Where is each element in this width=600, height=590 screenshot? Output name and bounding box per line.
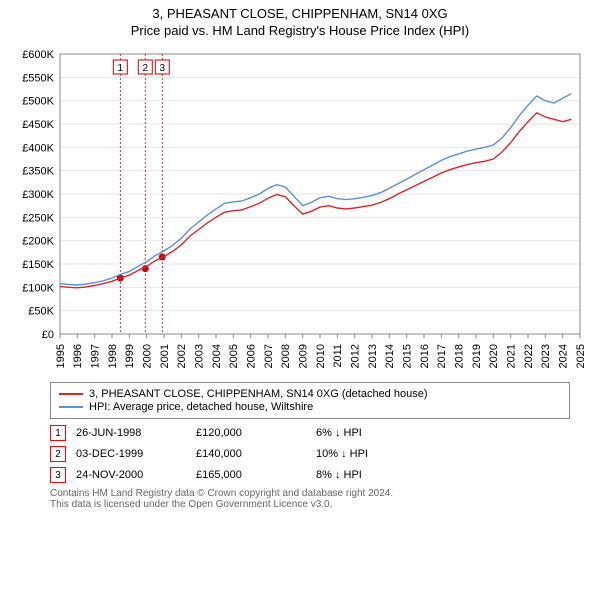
legend-row: HPI: Average price, detached house, Wilt… <box>59 401 561 413</box>
svg-text:3: 3 <box>159 63 165 74</box>
svg-text:2011: 2011 <box>332 344 344 368</box>
svg-text:1: 1 <box>118 63 124 74</box>
svg-text:£400K: £400K <box>22 142 54 154</box>
svg-text:1996: 1996 <box>72 344 84 368</box>
legend-swatch <box>59 393 83 395</box>
tx-diff: 8% ↓ HPI <box>316 469 436 481</box>
svg-text:£150K: £150K <box>22 259 54 271</box>
marker-box: 3 <box>50 467 66 483</box>
legend-label: HPI: Average price, detached house, Wilt… <box>89 401 313 413</box>
svg-text:2017: 2017 <box>436 344 448 368</box>
svg-text:£300K: £300K <box>22 189 54 201</box>
svg-text:2010: 2010 <box>315 344 327 368</box>
marker-box: 1 <box>50 425 66 441</box>
svg-text:2019: 2019 <box>471 344 483 368</box>
svg-text:£100K: £100K <box>22 282 54 294</box>
svg-text:2020: 2020 <box>488 344 500 368</box>
transactions-table: 1 26-JUN-1998 £120,000 6% ↓ HPI 2 03-DEC… <box>50 425 570 483</box>
footer-attribution: Contains HM Land Registry data © Crown c… <box>50 488 570 510</box>
svg-text:2018: 2018 <box>454 344 466 368</box>
svg-text:2009: 2009 <box>298 344 310 368</box>
svg-text:2012: 2012 <box>350 344 362 368</box>
svg-text:2005: 2005 <box>228 344 240 368</box>
svg-text:£450K: £450K <box>22 119 54 131</box>
line-chart-svg: £0 £50K £100K £150K £200K £250K £300K £350K £400… <box>10 44 590 374</box>
svg-text:£350K: £350K <box>22 166 54 178</box>
svg-text:£50K: £50K <box>28 306 54 318</box>
svg-text:£550K: £550K <box>22 72 54 84</box>
marker-box: 2 <box>50 446 66 462</box>
transaction-row: 3 24-NOV-2000 £165,000 8% ↓ HPI <box>50 467 570 483</box>
svg-text:£250K: £250K <box>22 212 54 224</box>
svg-text:2: 2 <box>142 63 148 74</box>
svg-text:2015: 2015 <box>402 344 414 368</box>
footer-line: This data is licensed under the Open Gov… <box>50 499 570 510</box>
svg-text:2021: 2021 <box>506 344 518 368</box>
tx-price: £165,000 <box>196 469 306 481</box>
svg-text:2013: 2013 <box>367 344 379 368</box>
svg-text:2024: 2024 <box>558 344 570 368</box>
svg-text:2016: 2016 <box>419 344 431 368</box>
tx-date: 26-JUN-1998 <box>76 427 186 439</box>
svg-text:£500K: £500K <box>22 96 54 108</box>
chart-area: £0 £50K £100K £150K £200K £250K £300K £350K £400… <box>10 44 590 374</box>
tx-price: £120,000 <box>196 427 306 439</box>
tx-date: 03-DEC-1999 <box>76 448 186 460</box>
svg-text:2002: 2002 <box>176 344 188 368</box>
svg-text:£600K: £600K <box>22 49 54 61</box>
svg-text:1998: 1998 <box>107 344 119 368</box>
svg-text:2003: 2003 <box>194 344 206 368</box>
tx-price: £140,000 <box>196 448 306 460</box>
svg-text:2004: 2004 <box>211 344 223 368</box>
chart-subtitle: Price paid vs. HM Land Registry's House … <box>0 23 600 38</box>
footer-line: Contains HM Land Registry data © Crown c… <box>50 488 570 499</box>
chart-container: 3, PHEASANT CLOSE, CHIPPENHAM, SN14 0XG … <box>0 6 600 510</box>
chart-title: 3, PHEASANT CLOSE, CHIPPENHAM, SN14 0XG <box>0 6 600 21</box>
legend-swatch <box>59 406 83 408</box>
transaction-row: 1 26-JUN-1998 £120,000 6% ↓ HPI <box>50 425 570 441</box>
svg-text:£0: £0 <box>42 329 54 341</box>
legend-row: 3, PHEASANT CLOSE, CHIPPENHAM, SN14 0XG … <box>59 388 561 400</box>
svg-text:2007: 2007 <box>263 344 275 368</box>
svg-text:1999: 1999 <box>124 344 136 368</box>
svg-text:2022: 2022 <box>523 344 535 368</box>
svg-text:2014: 2014 <box>384 344 396 368</box>
tx-diff: 6% ↓ HPI <box>316 427 436 439</box>
tx-date: 24-NOV-2000 <box>76 469 186 481</box>
svg-text:2000: 2000 <box>142 344 154 368</box>
legend-label: 3, PHEASANT CLOSE, CHIPPENHAM, SN14 0XG … <box>89 388 428 400</box>
svg-text:1995: 1995 <box>55 344 67 368</box>
tx-diff: 10% ↓ HPI <box>316 448 436 460</box>
svg-text:2006: 2006 <box>246 344 258 368</box>
legend-box: 3, PHEASANT CLOSE, CHIPPENHAM, SN14 0XG … <box>50 382 570 419</box>
svg-text:2008: 2008 <box>280 344 292 368</box>
svg-text:2025: 2025 <box>575 344 587 368</box>
svg-text:2001: 2001 <box>159 344 171 368</box>
transaction-row: 2 03-DEC-1999 £140,000 10% ↓ HPI <box>50 446 570 462</box>
svg-text:1997: 1997 <box>90 344 102 368</box>
svg-text:2023: 2023 <box>540 344 552 368</box>
svg-text:£200K: £200K <box>22 236 54 248</box>
